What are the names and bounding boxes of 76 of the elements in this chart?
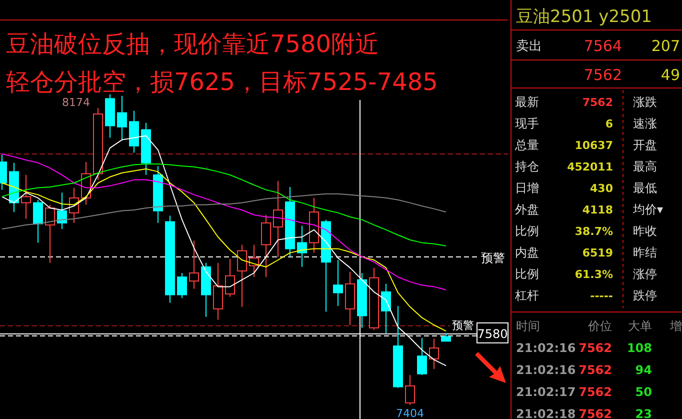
text: 108 — [626, 341, 652, 355]
text: 轻仓分批空，损7625，目标7525-7485 — [6, 68, 438, 96]
text: 21:02:16 — [516, 363, 576, 377]
text: 7562 — [582, 96, 613, 109]
text: 7562 — [578, 341, 612, 355]
text: 现手 — [515, 116, 539, 130]
text: 最新 — [515, 95, 539, 109]
candlestick — [33, 199, 43, 244]
candlestick — [297, 225, 307, 268]
text: 内盘 — [515, 246, 539, 260]
text: 94 — [635, 363, 652, 377]
text: 卖出 — [516, 39, 542, 54]
text: 最高 — [633, 160, 657, 174]
text: 总量 — [514, 138, 539, 152]
candlestick — [117, 95, 127, 140]
text: 7562 — [584, 66, 622, 84]
text: 7562 — [578, 407, 612, 419]
candlestick — [309, 197, 319, 254]
text: 21:02:18 — [516, 407, 576, 419]
text: 昨收 — [633, 224, 657, 238]
text: 最低 — [633, 181, 657, 195]
text: 10637 — [574, 139, 613, 152]
candlestick — [21, 174, 31, 220]
candlestick — [213, 262, 223, 320]
candlestick — [429, 338, 439, 370]
text: 大单 — [628, 319, 652, 333]
candlestick — [357, 272, 367, 328]
legend-label: 预警 — [452, 318, 474, 332]
chart-title: 豆油破位反抽，现价靠近7580附近 — [6, 30, 380, 58]
text: 价位 — [587, 319, 612, 333]
text: 6 — [605, 118, 614, 130]
text: 21:02:17 — [516, 385, 576, 399]
text: 涨跌 — [633, 95, 657, 109]
text: 跌停 — [633, 288, 657, 302]
text: 4118 — [582, 204, 613, 216]
text: 开盘 — [633, 138, 657, 152]
text: 均价▾ — [632, 202, 664, 216]
text: 杠杆 — [514, 288, 539, 302]
text: 6519 — [582, 246, 613, 260]
text: 49 — [660, 66, 680, 84]
text: 速涨 — [633, 116, 657, 130]
candlestick — [237, 244, 247, 308]
text: 7562 — [578, 385, 612, 399]
text: 日增 — [515, 181, 539, 195]
annotation: 8174 — [62, 96, 90, 110]
text: 增 — [669, 319, 682, 333]
text: 23 — [635, 407, 652, 419]
candlestick — [381, 283, 391, 334]
candlestick — [189, 240, 199, 290]
text: 外盘 — [515, 202, 539, 216]
annotation: 7404 — [396, 406, 424, 419]
candlestick — [165, 215, 175, 304]
text: 7564 — [584, 37, 622, 55]
text: 比例 — [515, 267, 539, 281]
text: 452011 — [567, 160, 613, 174]
text: 21:02:16 — [516, 341, 576, 355]
ref-line-label: 7580 — [477, 326, 508, 341]
candlestick — [345, 271, 355, 326]
text: 时间 — [516, 319, 540, 333]
text: 7562 — [578, 363, 612, 377]
text: 昨结 — [633, 246, 657, 260]
text: ----- — [590, 290, 613, 302]
candlestick — [273, 180, 283, 258]
candlestick — [57, 192, 67, 230]
text: 豆油2501 y2501 — [516, 7, 652, 27]
text: 比例 — [515, 224, 539, 238]
text: 207 — [651, 37, 680, 55]
text: 61.3% — [574, 268, 613, 281]
text: 38.7% — [574, 225, 613, 238]
text: 50 — [635, 385, 652, 399]
text: 持仓 — [515, 160, 539, 174]
text: 涨停 — [633, 267, 657, 281]
candlestick — [225, 258, 235, 298]
ref-line-label: 预警 — [481, 250, 505, 265]
text: 430 — [590, 182, 614, 195]
candlestick — [333, 260, 343, 307]
